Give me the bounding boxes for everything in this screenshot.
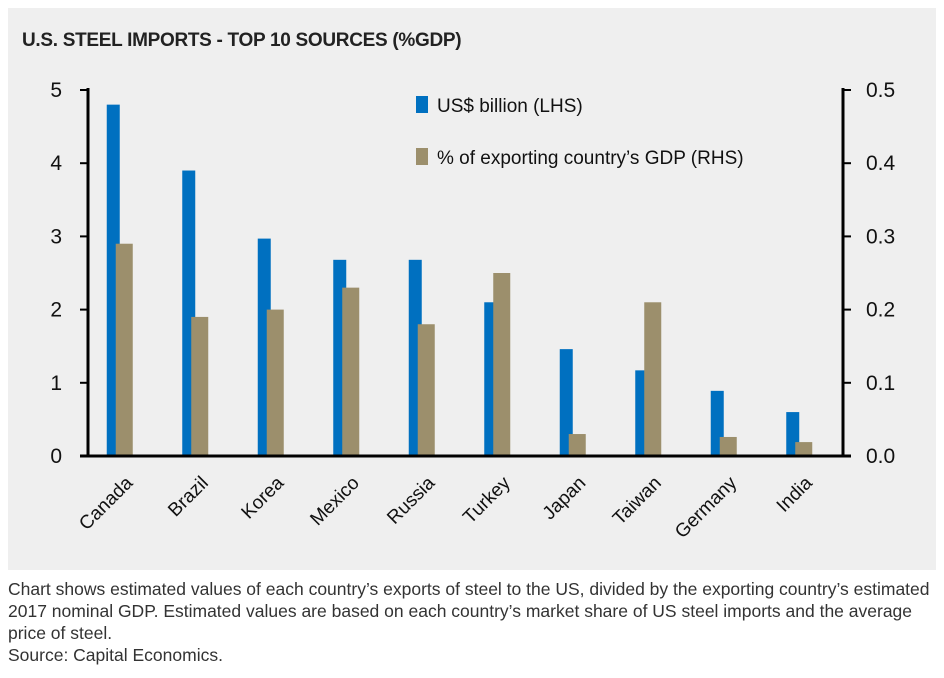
caption-source: Source: Capital Economics.: [8, 645, 223, 665]
bar-usd-japan: [559, 349, 573, 456]
bar-gdp-germany: [719, 436, 737, 456]
right-tick-label: 0.4: [866, 152, 896, 175]
category-label: India: [773, 472, 817, 516]
chart-panel: [8, 8, 936, 570]
right-tick-label: 0.5: [866, 79, 895, 102]
legend-swatch-usd: [416, 96, 428, 113]
category-label: Russia: [383, 472, 439, 528]
left-tick-label: 2: [50, 299, 62, 322]
category-label: Brazil: [164, 473, 212, 521]
left-tick-label: 1: [50, 372, 62, 395]
right-tick-label: 0.0: [866, 445, 895, 468]
right-tick-label: 0.2: [866, 299, 895, 322]
caption: Chart shows estimated values of each cou…: [8, 578, 938, 666]
bar-chart: Canada Brazil Korea Mexico Russia Turkey Japan…: [50, 79, 896, 543]
left-tick-label: 4: [50, 152, 62, 175]
category-label: Mexico: [306, 473, 363, 530]
category-label: Canada: [75, 472, 137, 534]
bar-gdp-mexico: [342, 287, 360, 456]
category-label: Japan: [539, 473, 590, 524]
legend-swatch-gdp: [416, 148, 428, 165]
caption-text: Chart shows estimated values of each cou…: [8, 579, 930, 643]
category-label: Germany: [671, 472, 741, 542]
bar-gdp-india: [795, 442, 813, 456]
bar-gdp-canada: [115, 243, 133, 456]
bar-gdp-taiwan: [644, 302, 662, 456]
chart-title: U.S. STEEL IMPORTS - TOP 10 SOURCES (%GD…: [22, 30, 462, 51]
legend-label-gdp: % of exporting country’s GDP (RHS): [437, 148, 744, 169]
left-tick-label: 3: [50, 225, 62, 248]
legend-label-usd: US$ billion (LHS): [437, 96, 583, 117]
left-tick-label: 0: [50, 445, 62, 468]
bar-gdp-turkey: [493, 273, 511, 456]
bar-gdp-japan: [568, 434, 586, 456]
category-label: Korea: [238, 472, 289, 523]
right-tick-label: 0.3: [866, 225, 895, 248]
bar-gdp-brazil: [191, 316, 209, 456]
category-label: Turkey: [459, 472, 515, 528]
category-label: Taiwan: [609, 473, 666, 530]
right-tick-label: 0.1: [866, 372, 895, 395]
bar-gdp-korea: [266, 309, 284, 456]
left-tick-label: 5: [50, 79, 62, 102]
bar-gdp-russia: [417, 324, 435, 456]
